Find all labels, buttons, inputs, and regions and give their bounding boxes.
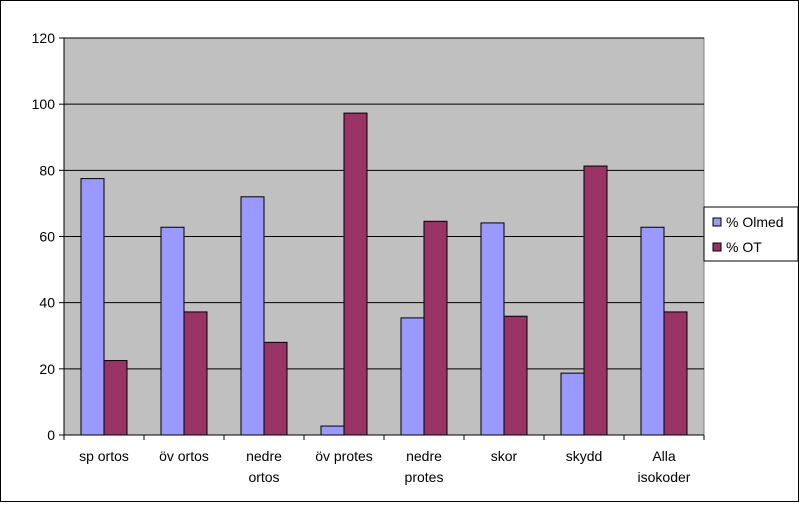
bar-ot (183, 311, 208, 436)
legend-swatch-olmed (712, 217, 722, 227)
bar-olmed (160, 226, 185, 436)
x-tick-label: öv ortos (159, 448, 209, 464)
x-tick-label: skor (491, 448, 518, 464)
bar-olmed (640, 226, 665, 436)
bar-ot (663, 311, 688, 436)
bar-olmed (320, 425, 345, 436)
legend: % Olmed % OT (703, 206, 799, 262)
y-tick-labels: 0 20 40 60 80 100 120 (32, 30, 56, 443)
bar-ot (423, 220, 448, 436)
x-tick-label: sp ortos (79, 448, 129, 464)
x-tick-label: ortos (248, 469, 279, 485)
y-tick-label: 80 (39, 162, 55, 178)
y-tick-label: 100 (32, 96, 56, 112)
x-tick-label: Alla (652, 448, 676, 464)
bar-ot (343, 112, 368, 436)
y-tick-label: 120 (32, 30, 56, 46)
legend-label-ot: % OT (726, 239, 762, 255)
bar-ot (503, 315, 528, 436)
legend-label-olmed: % Olmed (726, 214, 784, 230)
x-tick-label: nedre (406, 448, 442, 464)
x-tick-label: nedre (246, 448, 282, 464)
bar-ot (103, 360, 128, 436)
bar-ot (263, 341, 288, 436)
y-tick-label: 20 (39, 361, 55, 377)
y-tick-label: 40 (39, 295, 55, 311)
legend-box (703, 206, 799, 262)
bar-olmed (240, 196, 265, 436)
x-tick-label: protes (405, 469, 444, 485)
bars (80, 112, 688, 436)
y-tick-label: 60 (39, 229, 55, 245)
x-tick-labels: sp ortos öv ortos nedre ortos öv protes nedre… (79, 448, 691, 485)
bar-ot (583, 165, 608, 436)
y-tick-label: 0 (47, 427, 55, 443)
axes (59, 37, 705, 440)
bar-olmed (560, 372, 585, 436)
x-tick-label: öv protes (315, 448, 373, 464)
bar-olmed (80, 178, 105, 436)
bar-olmed (480, 222, 505, 436)
legend-swatch-ot (712, 242, 722, 252)
bar-olmed (400, 317, 425, 436)
x-tick-label: skydd (566, 448, 603, 464)
x-tick-label: isokoder (638, 469, 691, 485)
